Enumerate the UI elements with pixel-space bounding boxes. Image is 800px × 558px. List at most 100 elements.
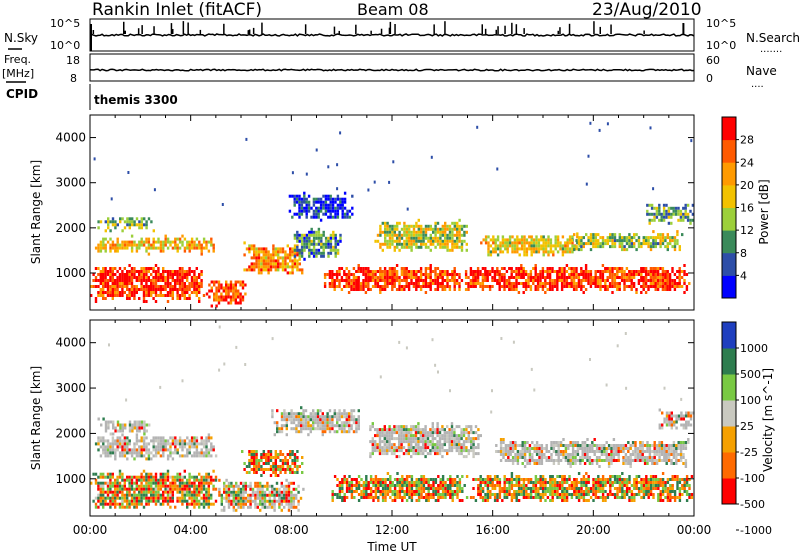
heatmap-cell — [689, 222, 691, 225]
heatmap-cell — [248, 450, 250, 453]
heatmap-cell — [406, 285, 408, 288]
heatmap-cell — [308, 204, 310, 207]
heatmap-cell — [491, 285, 493, 288]
heatmap-cell — [537, 288, 539, 291]
heatmap-cell — [193, 291, 195, 294]
heatmap-cell — [313, 252, 315, 255]
heatmap-cell — [575, 288, 577, 291]
heatmap-cell — [516, 241, 518, 244]
heatmap-cell — [117, 448, 119, 451]
heatmap-cell — [107, 421, 109, 424]
heatmap-cell — [635, 273, 637, 276]
heatmap-cell — [188, 270, 190, 273]
heatmap-cell — [563, 285, 565, 288]
heatmap-cell — [379, 279, 381, 282]
heatmap-cell — [145, 457, 147, 460]
heatmap-cell — [405, 449, 407, 452]
heatmap-cell — [323, 231, 325, 234]
heatmap-cell — [367, 285, 369, 288]
heatmap-cell — [131, 485, 133, 488]
heatmap-cell — [131, 235, 133, 238]
heatmap-cell — [210, 241, 212, 244]
heatmap-cell — [497, 247, 499, 250]
heatmap-cell — [526, 253, 528, 256]
heatmap-cell — [300, 415, 302, 418]
heatmap-cell — [655, 288, 657, 291]
heatmap-cell — [427, 443, 429, 446]
heatmap-cell — [200, 485, 202, 488]
heatmap-cell — [157, 276, 159, 279]
heatmap-cell — [176, 473, 178, 476]
heatmap-cell — [686, 285, 688, 288]
heatmap-cell — [313, 240, 315, 243]
heatmap-cell — [341, 276, 343, 279]
heatmap-cell — [638, 279, 640, 282]
heatmap-cell — [255, 259, 257, 262]
heatmap-cell — [119, 439, 121, 442]
heatmap-cell — [277, 262, 279, 265]
heatmap-cell — [348, 484, 350, 487]
heatmap-cell — [299, 252, 301, 255]
heatmap-cell — [446, 240, 448, 243]
heatmap-cell — [432, 484, 434, 487]
heatmap-cell — [527, 285, 529, 288]
heatmap-cell — [631, 282, 633, 285]
heatmap-cell — [157, 439, 159, 442]
heatmap-cell — [456, 484, 458, 487]
heatmap-cell — [124, 279, 126, 282]
heatmap-cell — [358, 285, 360, 288]
heatmap-cell — [487, 285, 489, 288]
heatmap-cell — [162, 285, 164, 288]
heatmap-cell — [286, 421, 288, 424]
heatmap-cell — [580, 282, 582, 285]
heatmap-cell — [341, 267, 343, 270]
heatmap-cell — [477, 276, 479, 279]
heatmap-cell — [128, 279, 130, 282]
heatmap-cell — [331, 427, 333, 430]
heatmap-cell — [318, 228, 320, 231]
heatmap-cell — [263, 253, 265, 256]
heatmap-cell — [275, 247, 277, 250]
heatmap-cell — [459, 478, 461, 481]
heatmap-cell — [563, 279, 565, 282]
heatmap-cell — [662, 279, 664, 282]
heatmap-cell — [487, 276, 489, 279]
heatmap-cell — [422, 443, 424, 446]
heatmap-cell — [303, 195, 305, 198]
heatmap-cell — [674, 279, 676, 282]
heatmap-cell — [358, 415, 360, 418]
heatmap-cell — [212, 488, 214, 491]
heatmap-cell — [112, 276, 114, 279]
heatmap-cell — [393, 446, 395, 449]
heatmap-cell — [95, 247, 97, 250]
nsearch-tick-top: 10^5 — [706, 17, 736, 30]
heatmap-cell — [126, 436, 128, 439]
heatmap-cell — [223, 497, 225, 500]
heatmap-cell — [441, 425, 443, 428]
heatmap-cell — [370, 276, 372, 279]
heatmap-cell — [526, 250, 528, 253]
heatmap-cell — [566, 270, 568, 273]
heatmap-cell — [119, 436, 121, 439]
heatmap-cell — [687, 213, 689, 216]
heatmap-cell — [155, 294, 157, 297]
heatmap-cell — [349, 216, 351, 219]
heatmap-cell — [109, 291, 111, 294]
heatmap-cell — [408, 240, 410, 243]
heatmap-cell — [350, 279, 352, 282]
heatmap-cell — [230, 482, 232, 485]
heatmap-cell — [571, 285, 573, 288]
heatmap-cell — [294, 456, 296, 459]
heatmap-cell — [287, 459, 289, 462]
heatmap-cell — [124, 445, 126, 448]
heatmap-cell — [200, 491, 202, 494]
heatmap-cell — [442, 490, 444, 493]
heatmap-cell — [290, 497, 292, 500]
heatmap-cell — [107, 491, 109, 494]
heatmap-cell — [370, 270, 372, 273]
heatmap-cell — [604, 285, 606, 288]
heatmap-cell — [382, 481, 384, 484]
heatmap-cell — [284, 456, 286, 459]
heatmap-cell — [317, 412, 319, 415]
heatmap-cell — [102, 451, 104, 454]
